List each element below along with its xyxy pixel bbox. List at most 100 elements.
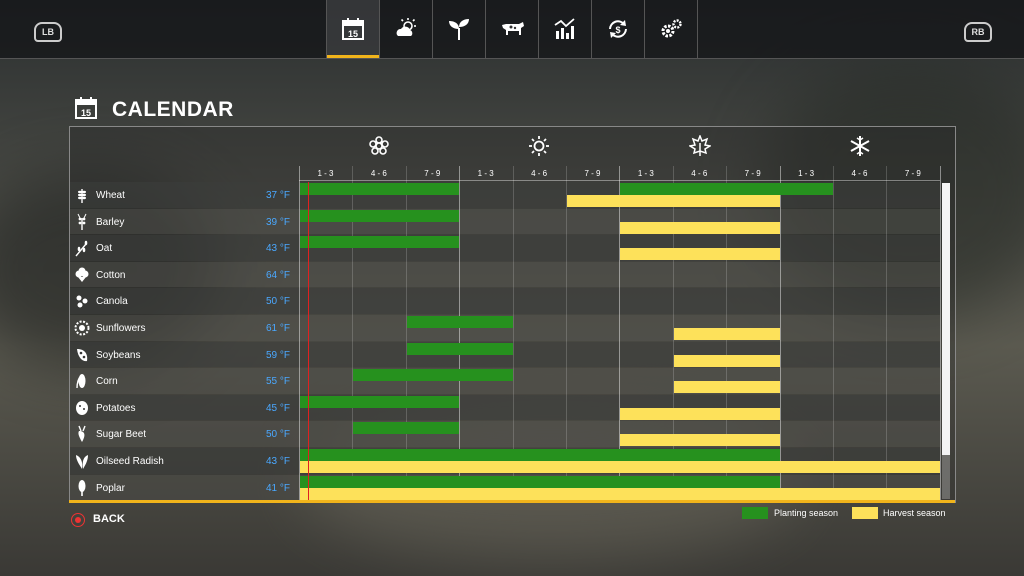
period-label: 1 - 3 [317,169,334,178]
crop-name: Sugar Beet [96,429,147,441]
page-title: CALENDAR [112,98,234,121]
tab-weather[interactable] [379,0,432,58]
crop-temperature: 37 °F [265,190,290,201]
oilseed-radish-icon [76,455,88,469]
scrollbar-thumb[interactable] [942,183,950,455]
settings-gears-icon [661,19,682,38]
harvest-season-bar [300,487,940,500]
sunflower-icon [74,320,90,336]
crop-temperature: 50 °F [265,429,290,441]
planting-season-bar [353,369,513,382]
period-label: 4 - 6 [370,169,387,178]
crop-name: Oilseed Radish [96,456,164,467]
crop-name: Potatoes [96,402,136,414]
period-label: 1 - 3 [798,169,815,178]
cow-icon [502,22,524,35]
calendar-icon: 15 [342,18,364,40]
back-button-icon[interactable] [71,513,85,527]
svg-text:$: $ [615,25,620,35]
harvest-season-bar [673,328,780,340]
autumn-leaf-icon [688,135,711,156]
tab-finances[interactable]: $ [591,0,644,58]
planting-season-bar [300,475,780,488]
tab-crops[interactable] [432,0,485,58]
harvest-season-bar [567,195,780,207]
crop-name: Soybeans [96,349,141,361]
period-label: 4 - 6 [691,169,708,178]
grid-line [512,166,514,502]
header-divider [299,180,940,181]
crop-name: Corn [96,376,118,388]
calendar-title-icon: 15 [75,97,97,119]
soybean-icon [77,348,88,361]
harvest-season-bar [300,461,940,473]
crop-temperature: 59 °F [265,349,290,361]
tab-animals[interactable] [485,0,538,58]
calendar-tab-day: 15 [348,29,358,39]
winter-snowflake-icon [850,136,870,156]
grid-line [833,166,834,502]
barley-icon [77,213,87,230]
period-label: 7 - 9 [424,169,441,178]
crop-temperature: 50 °F [265,296,290,308]
grid-line [352,166,354,502]
grid-line [672,166,674,502]
crop-name: Barley [96,216,125,228]
crop-temperature: 55 °F [265,376,290,388]
harvest-legend-swatch [852,507,878,519]
crop-temperature: 39 °F [265,216,290,228]
period-label: 1 - 3 [477,169,494,178]
corn-icon [76,374,86,389]
grid-line [619,166,621,502]
planting-season-bar [300,209,460,222]
calendar-row [70,288,940,314]
period-label: 1 - 3 [637,169,654,178]
canola-icon [76,295,88,308]
current-date-marker [308,182,309,500]
grid-line [886,166,888,502]
potato-icon [76,400,88,415]
planting-season-bar [300,449,780,461]
grid-line [566,166,567,502]
summer-sun-icon [529,136,550,156]
title-icon-day: 15 [81,108,91,118]
spring-flower-icon [369,136,389,155]
harvest-season-bar [620,248,780,261]
top-menu-bar: LB RB 15 [0,0,1024,59]
grid-line [405,166,407,502]
poplar-icon [78,479,86,496]
cotton-icon [75,267,89,282]
period-label: 7 - 9 [904,169,921,178]
harvest-legend-label: Harvest season [883,508,946,518]
harvest-season-bar [620,434,780,447]
rb-button[interactable]: RB [964,22,992,42]
grid-line [459,166,461,502]
planting-season-bar [300,236,460,249]
lb-button[interactable]: LB [34,22,62,42]
harvest-season-bar [673,381,780,394]
tab-statistics[interactable] [538,0,591,58]
harvest-season-bar [620,407,780,420]
weather-icon [396,18,416,36]
planting-legend-label: Planting season [774,508,839,518]
crop-temperature: 45 °F [265,402,290,414]
calendar-row [70,421,940,447]
harvest-season-bar [673,354,780,367]
planting-season-bar [406,342,513,355]
tab-calendar[interactable]: 15 [326,0,379,58]
crop-name: Poplar [96,482,125,494]
crop-name: Wheat [96,190,125,201]
planting-season-bar [300,183,460,195]
sprout-icon [449,19,469,40]
crop-temperature: 43 °F [265,456,290,467]
tab-settings[interactable] [644,0,698,58]
stats-chart-icon [554,18,575,39]
calendar-row [70,235,940,261]
back-button[interactable]: BACK [93,513,125,525]
planting-season-bar [300,395,460,408]
planting-season-bar [406,316,513,328]
wheat-icon [78,189,86,203]
grid-line [299,166,300,502]
period-label: 7 - 9 [584,169,601,178]
crop-name: Canola [96,296,128,308]
